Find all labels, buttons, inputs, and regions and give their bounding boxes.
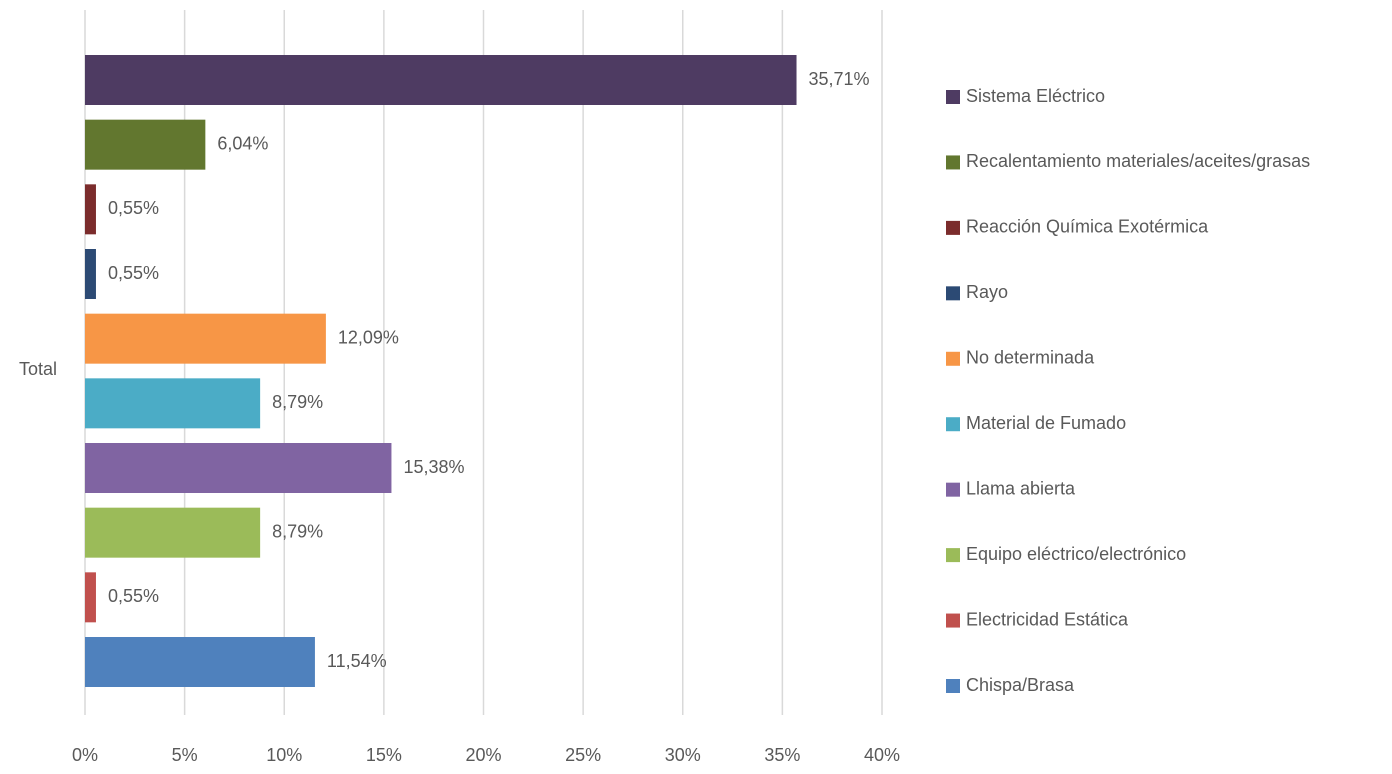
- bar: [85, 637, 315, 687]
- x-tick-label: 40%: [864, 745, 900, 765]
- bar: [85, 55, 797, 105]
- x-tick-label: 25%: [565, 745, 601, 765]
- data-label: 8,79%: [272, 521, 323, 541]
- legend-label: Electricidad Estática: [966, 609, 1129, 629]
- x-tick-label: 15%: [366, 745, 402, 765]
- bar: [85, 313, 326, 364]
- legend-swatch: [946, 613, 960, 628]
- bar: [85, 249, 96, 299]
- legend-swatch: [946, 482, 960, 497]
- bar: [85, 572, 96, 623]
- x-tick-label: 35%: [764, 745, 800, 765]
- legend-swatch: [946, 286, 960, 301]
- x-tick-label: 20%: [465, 745, 501, 765]
- data-label: 12,09%: [338, 327, 399, 347]
- bar: [85, 507, 261, 558]
- legend-swatch: [946, 351, 960, 366]
- legend-label: Llama abierta: [966, 478, 1076, 498]
- data-label: 35,71%: [809, 69, 870, 89]
- data-label: 0,55%: [108, 586, 159, 606]
- legend-label: Reacción Química Exotérmica: [966, 217, 1209, 237]
- data-label: 6,04%: [217, 133, 268, 153]
- bar: [85, 443, 392, 493]
- legend-label: Rayo: [966, 282, 1008, 302]
- data-label: 8,79%: [272, 392, 323, 412]
- bar: [85, 378, 261, 429]
- x-tick-label: 5%: [172, 745, 198, 765]
- legend-swatch: [946, 548, 960, 563]
- legend-label: Sistema Eléctrico: [966, 86, 1105, 106]
- legend-swatch: [946, 155, 960, 170]
- data-label: 0,55%: [108, 263, 159, 283]
- x-tick-label: 0%: [72, 745, 98, 765]
- legend-label: Equipo eléctrico/electrónico: [966, 544, 1186, 564]
- x-tick-label: 10%: [266, 745, 302, 765]
- bar: [85, 119, 206, 170]
- legend-swatch: [946, 90, 960, 104]
- legend-label: Chispa/Brasa: [966, 675, 1075, 695]
- legend-label: Material de Fumado: [966, 413, 1126, 433]
- legend-swatch: [946, 679, 960, 693]
- legend-label: Recalentamiento materiales/aceites/grasa…: [966, 151, 1310, 171]
- data-label: 11,54%: [327, 651, 387, 671]
- data-label: 15,38%: [403, 457, 464, 477]
- bar: [85, 184, 96, 235]
- legend-swatch: [946, 417, 960, 432]
- x-tick-label: 30%: [665, 745, 701, 765]
- legend-swatch: [946, 220, 960, 235]
- category-label: Total: [19, 359, 57, 379]
- legend-label: No determinada: [966, 348, 1095, 368]
- data-label: 0,55%: [108, 198, 159, 218]
